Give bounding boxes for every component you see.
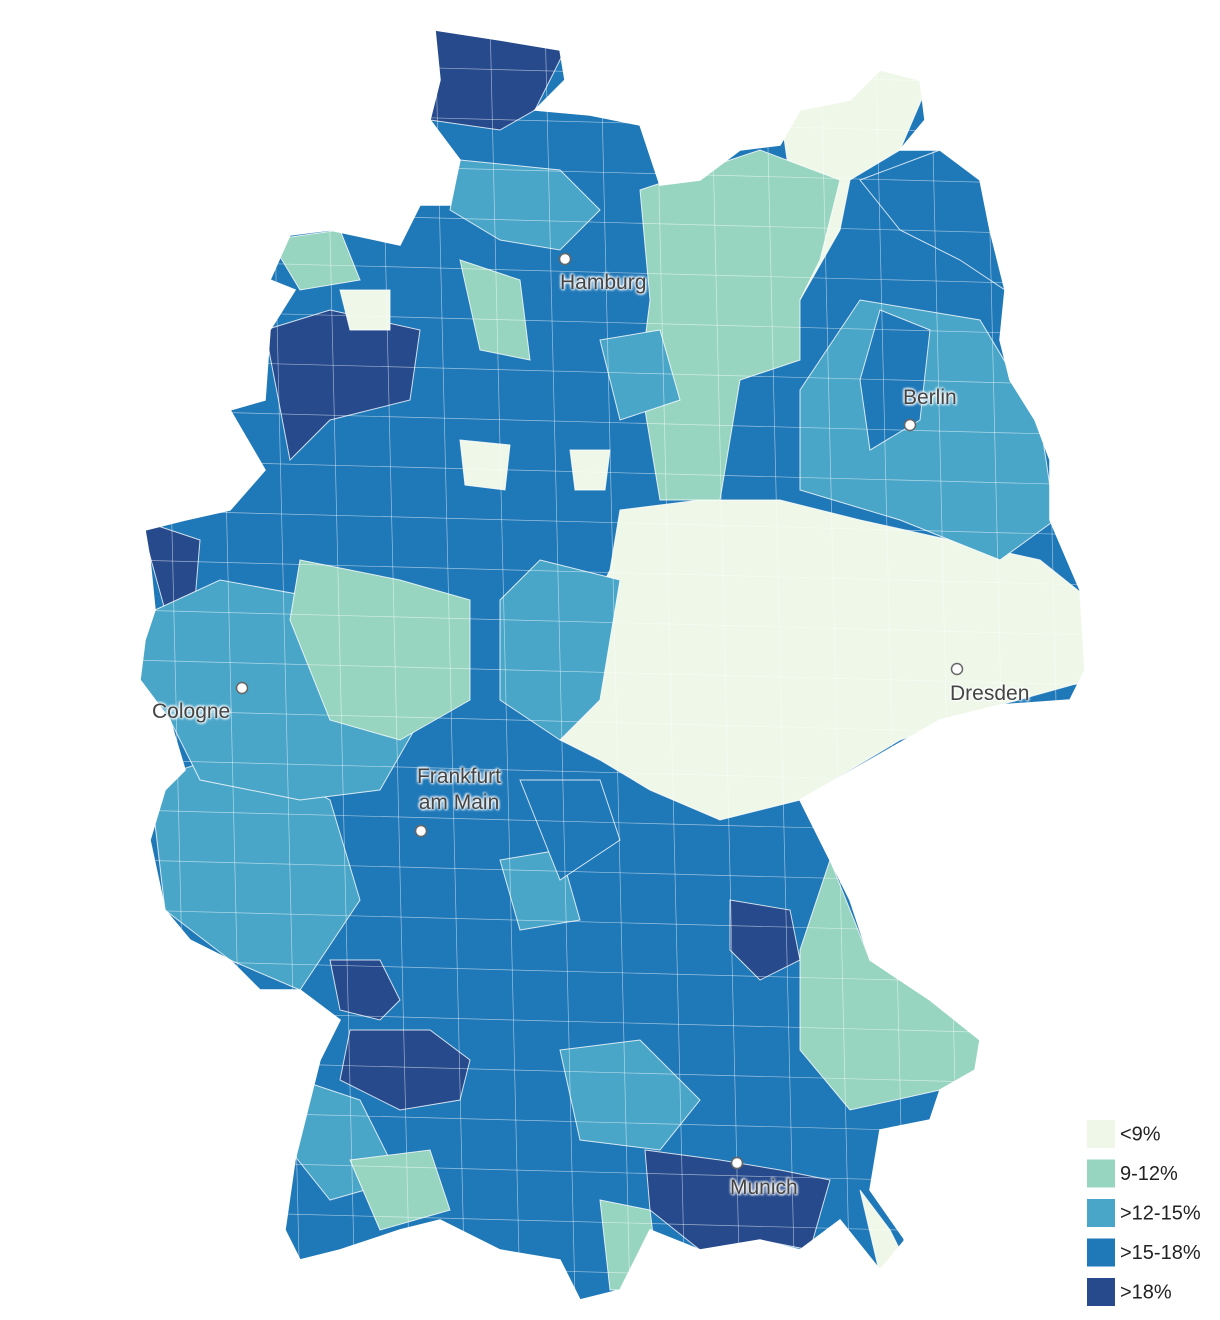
district: [449, 159, 601, 251]
city-label: Frankfurt am Main: [416, 765, 502, 814]
legend-label: <9%: [1120, 1123, 1161, 1145]
district: [459, 439, 511, 491]
district-border: [140, 559, 1085, 586]
legend-swatch: [1087, 1238, 1115, 1267]
city-label: Dresden: [950, 682, 1030, 705]
city-marker: [950, 662, 964, 676]
district: [269, 229, 361, 291]
city-marker: [558, 252, 572, 266]
legend-label: 9-12%: [1120, 1163, 1178, 1185]
legend-label: >15-18%: [1120, 1242, 1201, 1264]
district: [599, 329, 681, 421]
district-border: [764, 30, 796, 1300]
district-border: [489, 30, 521, 1300]
legend-label: >12-15%: [1120, 1202, 1201, 1224]
district: [289, 559, 471, 741]
city-marker: [414, 824, 428, 838]
district: [729, 899, 801, 981]
district-border: [709, 30, 741, 1300]
district-border: [140, 409, 1085, 436]
district: [264, 309, 421, 462]
legend-swatch: [1087, 1159, 1115, 1188]
district-border: [324, 30, 356, 1300]
district-border: [599, 30, 631, 1300]
city-label: Berlin: [903, 386, 957, 409]
city-marker: [903, 418, 917, 432]
district-border: [819, 30, 851, 1300]
district: [339, 289, 391, 331]
country-outline: [139, 29, 1086, 1301]
district-border: [140, 359, 1085, 386]
district-border: [874, 30, 906, 1300]
legend-swatch: [1087, 1278, 1115, 1306]
legend-label: >18%: [1120, 1281, 1172, 1303]
city-label: Munich: [730, 1176, 798, 1199]
legend-swatch: [1087, 1199, 1115, 1227]
district-border: [140, 659, 1085, 686]
district-border: [140, 609, 1085, 636]
district: [799, 299, 1056, 561]
district: [519, 779, 621, 881]
district-border: [140, 259, 1085, 286]
district-border: [140, 309, 1085, 336]
district-border: [434, 30, 466, 1300]
district-border: [140, 509, 1085, 536]
district-border: [544, 30, 576, 1300]
city-marker: [235, 681, 249, 695]
regions: [140, 30, 1085, 1300]
district: [799, 858, 986, 1111]
district: [459, 259, 531, 361]
legend-swatch: [1087, 1120, 1115, 1148]
city-marker: [730, 1156, 744, 1170]
city-label: Hamburg: [560, 271, 647, 294]
district-border: [140, 59, 1085, 86]
district-border: [140, 459, 1085, 486]
district: [559, 1039, 701, 1151]
district-border: [654, 30, 686, 1300]
district: [569, 449, 611, 491]
city-label: Cologne: [152, 700, 231, 723]
district: [349, 1149, 451, 1231]
